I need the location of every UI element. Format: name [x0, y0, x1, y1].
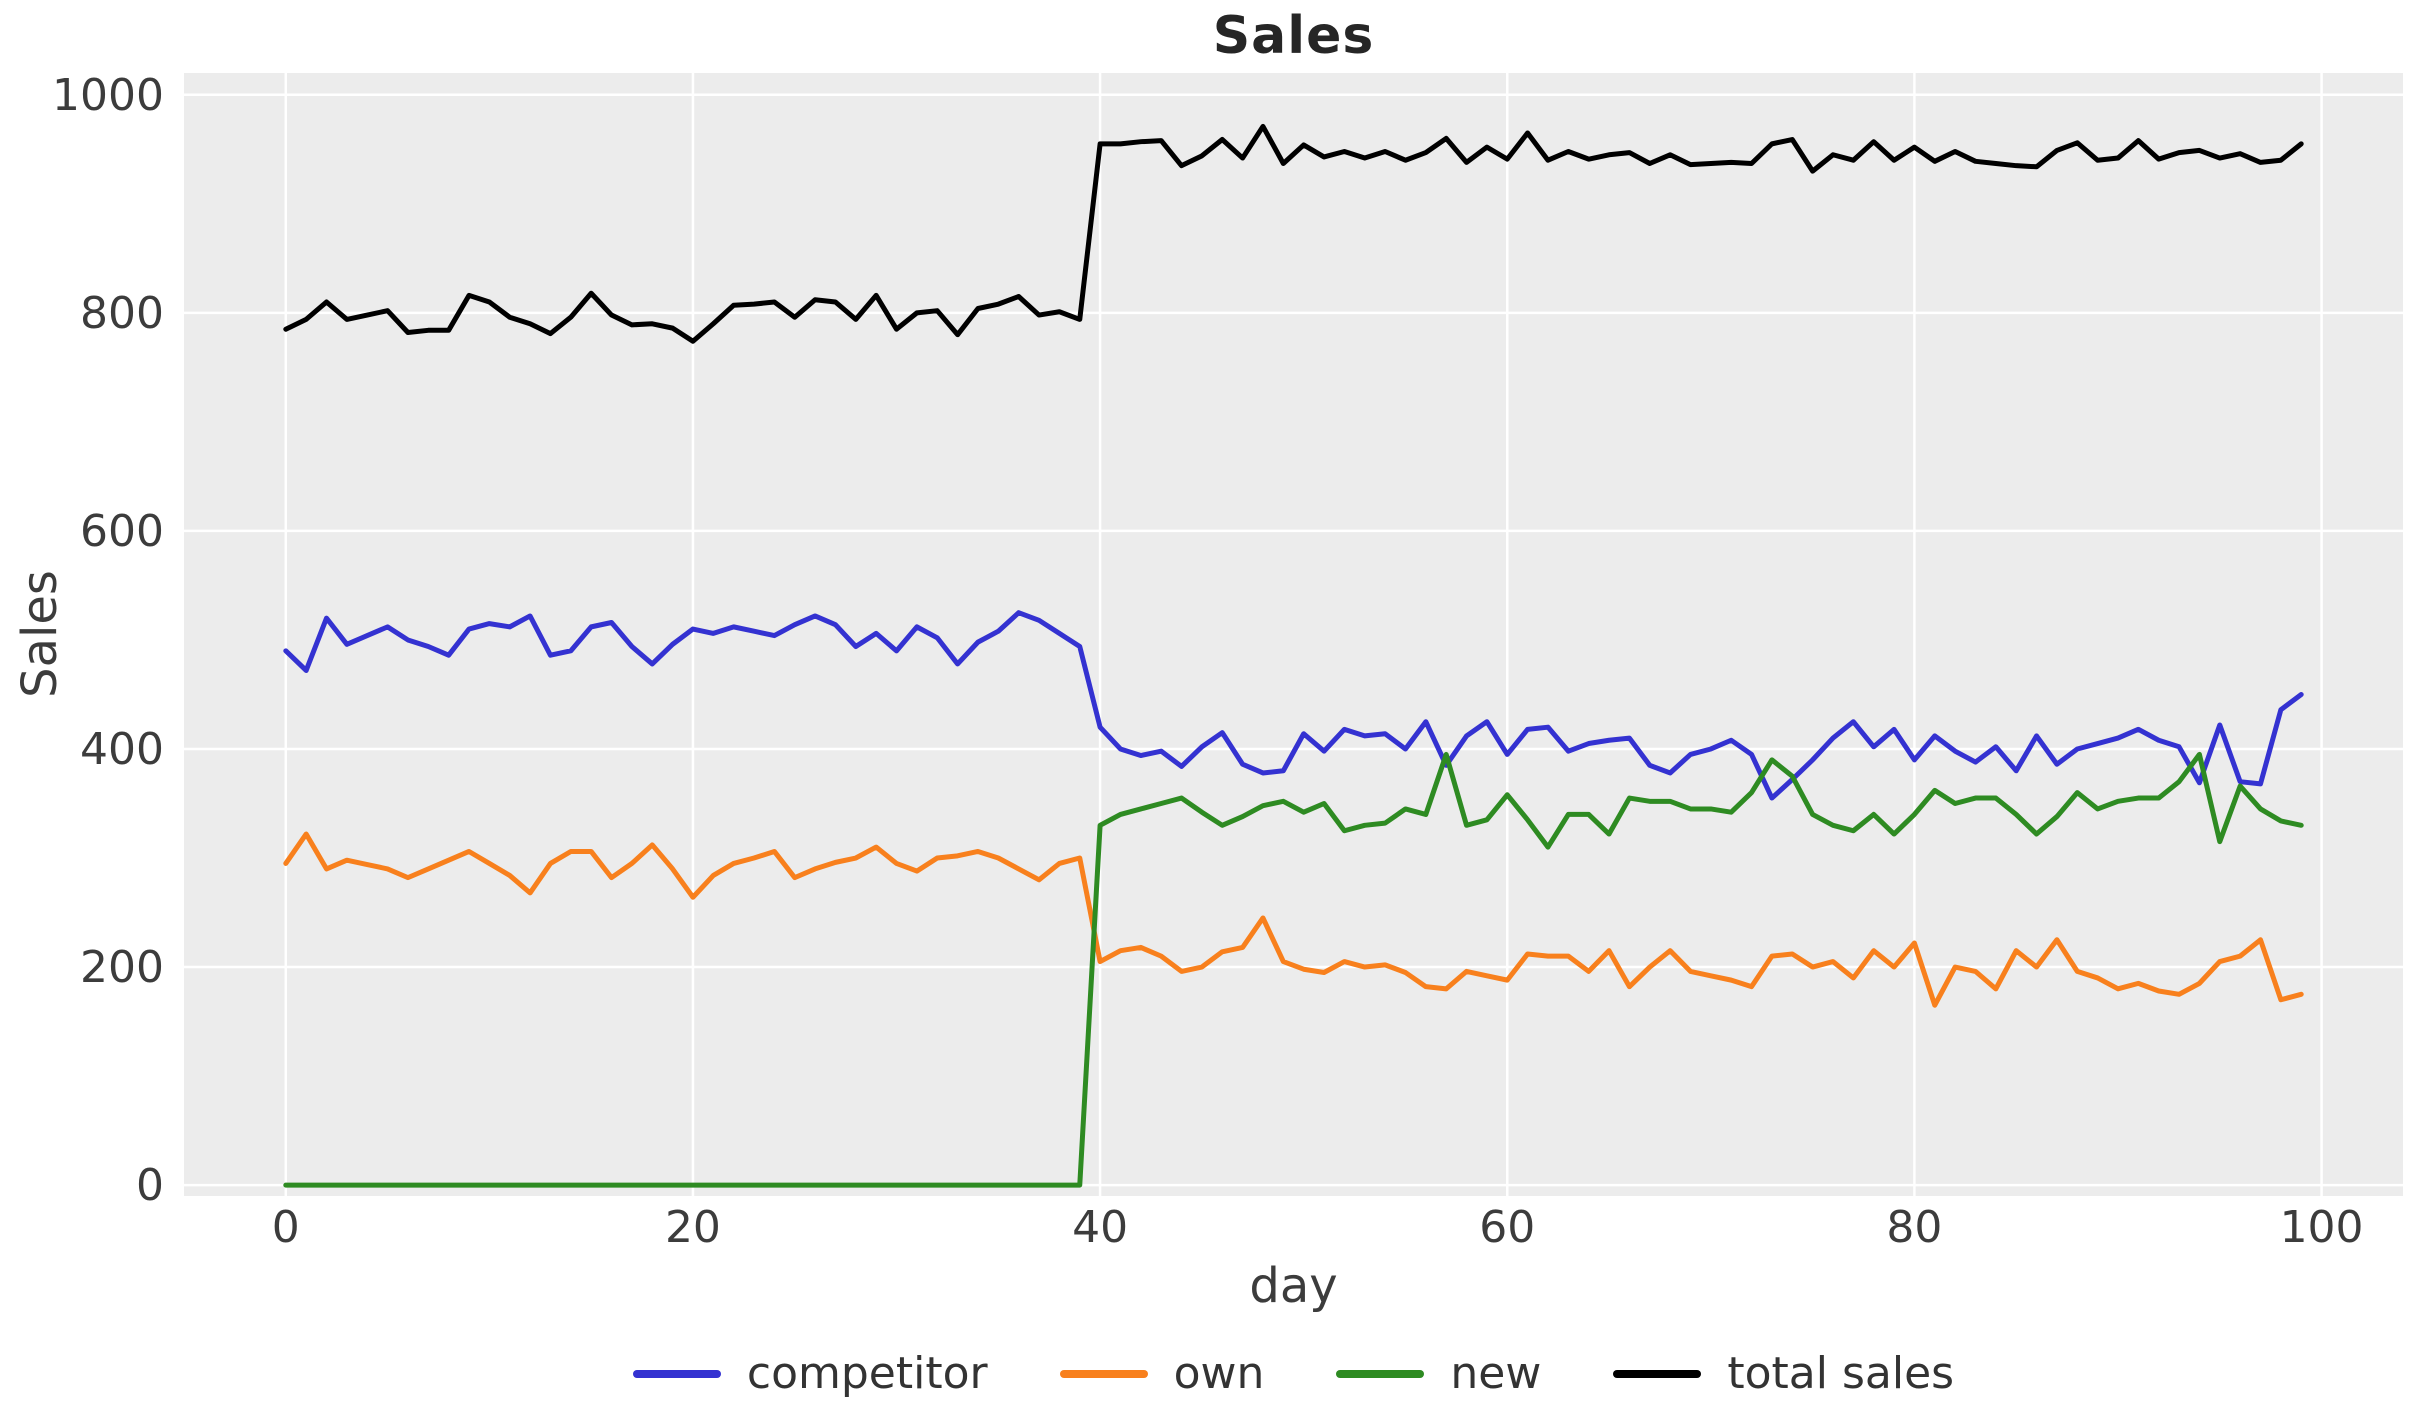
legend-swatch-own [1059, 1369, 1148, 1378]
legend-swatch-new [1336, 1369, 1425, 1378]
legend-item-competitor: competitor [632, 1348, 988, 1399]
y-axis-label: Sales [12, 570, 68, 698]
legend-item-total-sales: total sales [1613, 1348, 1954, 1399]
x-axis-label: day [1249, 1258, 1338, 1314]
y-tick-label: 800 [80, 288, 164, 339]
legend-label-own: own [1173, 1348, 1265, 1399]
x-tick-label: 20 [665, 1202, 721, 1253]
y-tick-label: 400 [80, 724, 164, 775]
y-tick-label: 1000 [52, 70, 164, 121]
chart-title: Sales [1212, 6, 1375, 66]
x-tick-label: 40 [1072, 1202, 1128, 1253]
y-tick-label: 0 [136, 1160, 164, 1211]
y-tick-label: 600 [80, 506, 164, 557]
legend: competitor own new total sales [184, 1348, 2403, 1399]
legend-swatch-total-sales [1613, 1369, 1702, 1378]
x-tick-label: 0 [272, 1202, 300, 1253]
series-line-new [283, 751, 2304, 1188]
series-line-total-sales [283, 123, 2304, 344]
y-tick-label: 200 [80, 942, 164, 993]
series-line-competitor [283, 610, 2304, 801]
series-line-own [283, 831, 2304, 1008]
legend-item-new: new [1336, 1348, 1541, 1399]
legend-label-new: new [1450, 1348, 1542, 1399]
legend-label-total-sales: total sales [1727, 1348, 1955, 1399]
legend-item-own: own [1059, 1348, 1265, 1399]
legend-label-competitor: competitor [746, 1348, 988, 1399]
plot-background [184, 73, 2403, 1196]
x-tick-label: 60 [1479, 1202, 1535, 1253]
x-tick-label: 100 [2280, 1202, 2364, 1253]
legend-swatch-competitor [632, 1369, 721, 1378]
x-tick-label: 80 [1886, 1202, 1942, 1253]
